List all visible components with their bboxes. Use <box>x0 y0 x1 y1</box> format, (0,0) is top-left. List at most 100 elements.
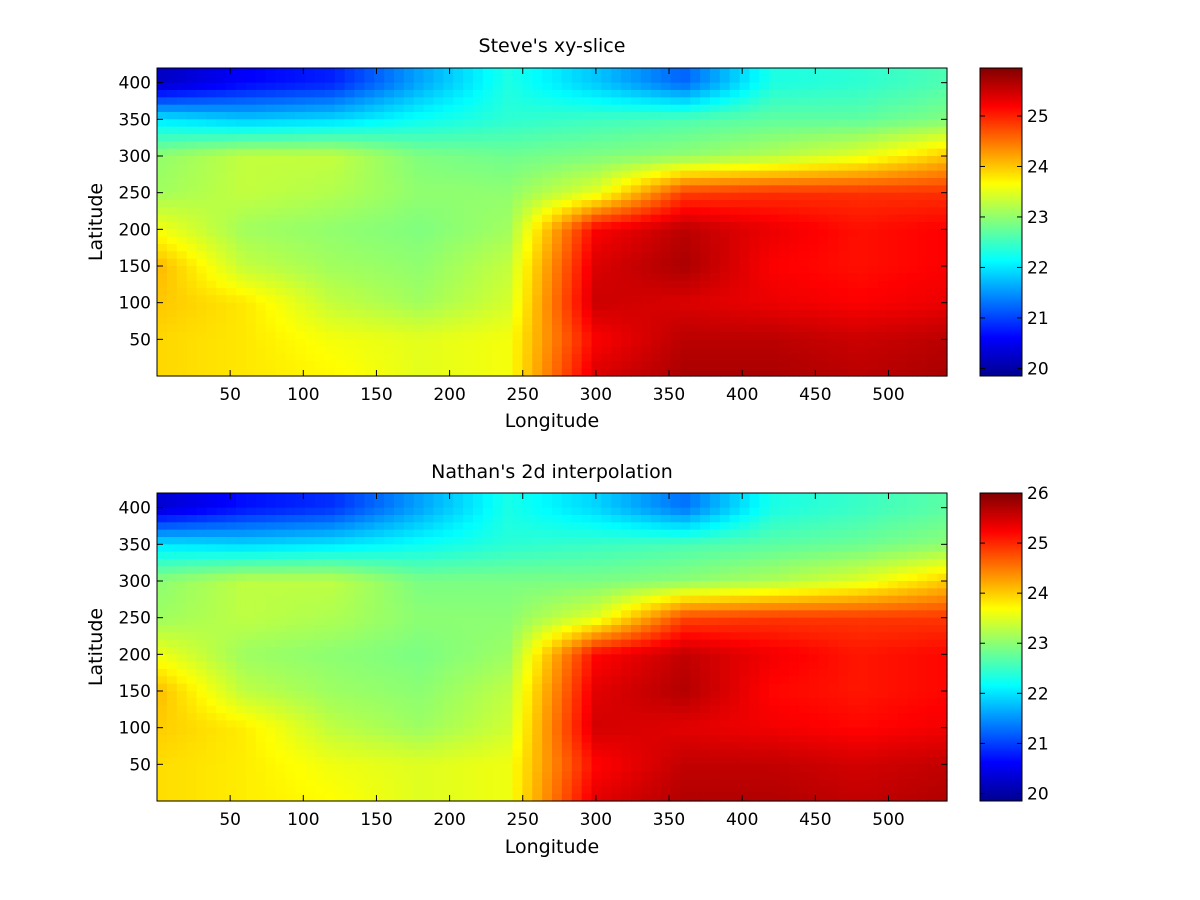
heatmap-cell <box>907 192 918 201</box>
heatmap-cell <box>640 295 652 304</box>
heatmap-cell <box>719 192 731 201</box>
heatmap-cell <box>581 178 593 186</box>
heatmap-cell <box>779 222 790 230</box>
heatmap-cell <box>384 339 395 348</box>
heatmap-cell <box>344 266 356 274</box>
heatmap-cell <box>344 551 356 560</box>
heatmap-cell <box>394 222 405 230</box>
heatmap-cell <box>196 229 207 238</box>
heatmap-cell <box>581 581 593 589</box>
heatmap-cell <box>877 332 889 340</box>
heatmap-cell <box>690 610 701 619</box>
heatmap-cell <box>166 280 178 289</box>
heatmap-cell <box>601 317 612 326</box>
heatmap-cell <box>186 544 198 553</box>
heatmap-cell <box>838 280 849 289</box>
heatmap-cell <box>275 324 286 333</box>
heatmap-cell <box>848 537 859 545</box>
heatmap-cell <box>512 332 523 340</box>
heatmap-cell <box>157 339 168 348</box>
heatmap-cell <box>729 229 741 238</box>
heatmap-cell <box>927 610 938 619</box>
heatmap-cell <box>186 126 198 135</box>
heatmap-cell <box>443 632 454 641</box>
heatmap-cell <box>502 207 514 216</box>
heatmap-cell <box>473 236 484 245</box>
heatmap-cell <box>532 617 543 626</box>
heatmap-cell <box>552 610 563 619</box>
heatmap-cell <box>591 229 602 238</box>
heatmap-cell <box>354 603 365 611</box>
heatmap-cell <box>245 75 257 84</box>
heatmap-cell <box>601 126 612 135</box>
heatmap-cell <box>581 75 593 84</box>
heatmap-cell <box>473 134 484 142</box>
heatmap-cell <box>670 310 681 318</box>
heatmap-cell <box>660 339 672 348</box>
heatmap-cell <box>374 126 385 135</box>
heatmap-cell <box>937 339 948 348</box>
heatmap-cell <box>305 617 316 626</box>
heatmap-cell <box>690 515 701 523</box>
heatmap-cell <box>759 97 770 106</box>
heatmap-cell <box>640 529 652 538</box>
y-tick-label: 350 <box>119 110 151 130</box>
heatmap-cell <box>245 68 257 76</box>
heatmap-cell <box>443 610 454 619</box>
heatmap-cell <box>868 295 879 304</box>
heatmap-cell <box>413 192 425 201</box>
heatmap-cell <box>206 156 217 164</box>
heatmap-cell <box>858 361 869 370</box>
heatmap-cell <box>295 361 306 370</box>
heatmap-cell <box>779 280 790 289</box>
heatmap-cell <box>561 324 573 333</box>
heatmap-cell <box>907 302 918 311</box>
heatmap-cell <box>808 346 820 355</box>
heatmap-cell <box>710 324 721 333</box>
heatmap-cell <box>492 273 504 282</box>
heatmap-cell <box>561 236 573 245</box>
heatmap-cell <box>285 339 296 348</box>
heatmap-cell <box>364 603 375 611</box>
heatmap-cell <box>887 522 899 531</box>
heatmap-cell <box>265 141 277 150</box>
heatmap-cell <box>245 112 257 120</box>
heatmap-cell <box>877 141 889 150</box>
heatmap-cell <box>206 544 217 553</box>
heatmap-cell <box>255 339 267 348</box>
heatmap-cell <box>463 544 474 553</box>
heatmap-cell <box>255 566 267 575</box>
heatmap-cell <box>838 581 849 589</box>
heatmap-cell <box>423 244 435 252</box>
heatmap-cell <box>640 75 652 84</box>
heatmap-cell <box>492 332 504 340</box>
heatmap-cell <box>265 97 277 106</box>
heatmap-cell <box>532 75 543 84</box>
heatmap-cell <box>621 185 632 194</box>
heatmap-cell <box>305 258 316 267</box>
heatmap-cell <box>502 178 514 186</box>
heatmap-cell <box>808 310 820 318</box>
heatmap-cell <box>848 559 859 567</box>
heatmap-cell <box>522 126 533 135</box>
heatmap-cell <box>917 339 928 348</box>
heatmap-cell <box>710 185 721 194</box>
heatmap-cell <box>364 573 375 582</box>
heatmap-cell <box>907 354 918 362</box>
heatmap-cell <box>463 236 474 245</box>
heatmap-cell <box>206 302 217 311</box>
heatmap-cell <box>838 566 849 575</box>
heatmap-cell <box>384 236 395 245</box>
heatmap-cell <box>374 112 385 120</box>
heatmap-cell <box>344 134 356 142</box>
heatmap-cell <box>433 126 444 135</box>
heatmap-cell <box>216 588 227 597</box>
heatmap-cell <box>601 185 612 194</box>
heatmap-cell <box>650 368 662 377</box>
heatmap-cell <box>255 617 267 626</box>
heatmap-cell <box>206 603 217 611</box>
heatmap-cell <box>552 251 563 260</box>
heatmap-cell <box>858 148 869 157</box>
heatmap-cell <box>265 581 277 589</box>
heatmap-cell <box>482 588 494 597</box>
